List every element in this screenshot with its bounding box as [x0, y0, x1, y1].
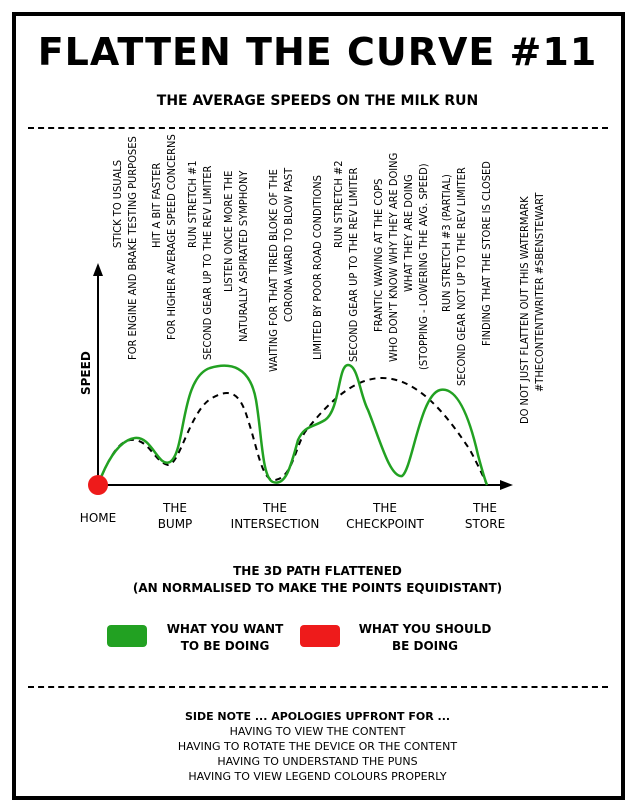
- annotation-5a: WAITING FOR THAT TIRED BLOKE OF THE: [267, 169, 280, 372]
- annotation-1a: STICK TO USUALS: [111, 160, 124, 248]
- annotation-11b: #THECONTENTWRITER #SBENSTEWART: [533, 192, 546, 392]
- checkpoint-store: THE STORE: [465, 501, 505, 531]
- svg-text:CHECKPOINT: CHECKPOINT: [346, 517, 424, 531]
- side-note-line-2: HAVING TO ROTATE THE DEVICE OR THE CONTE…: [177, 740, 458, 753]
- annotation-4b: NATURALLY ASPIRATED SYMPHONY: [237, 170, 250, 342]
- annotation-3b: SECOND GEAR UP TO THE REV LIMITER: [201, 165, 214, 360]
- annotation-7a: RUN STRETCH #2: [332, 160, 345, 248]
- series-want-line: [96, 363, 489, 486]
- svg-text:THE: THE: [372, 501, 397, 515]
- checkpoint-intersection: THE INTERSECTION: [231, 501, 320, 531]
- series-should-line: [97, 376, 488, 486]
- annotation-11a: DO NOT JUST FLATTEN OUT THIS WATERMARK: [518, 196, 531, 424]
- page-subtitle: THE AVERAGE SPEEDS ON THE MILK RUN: [156, 93, 479, 109]
- annotation-9b: SECOND GEAR NOT UP TO THE REV LIMITER: [455, 167, 468, 386]
- annotation-6a: LIMITED BY POOR ROAD CONDITIONS: [311, 175, 324, 360]
- annotation-4a: LISTEN ONCE MORE THE: [222, 171, 235, 292]
- bottom-divider: [28, 686, 608, 688]
- page-title: FLATTEN THE CURVE #11: [37, 30, 598, 74]
- comic-frame: [12, 12, 625, 800]
- speed-chart: SPEED HOME THE BUMP THE INTERSECTION THE CH…: [79, 134, 546, 531]
- y-axis-label: SPEED: [79, 351, 93, 395]
- annotation-1b: FOR ENGINE AND BRAKE TESTING PURPOSES: [126, 136, 139, 360]
- annotation-8a: FRANTIC WAVING AT THE COPS: [372, 179, 385, 332]
- flattened-note-line-2: (AN NORMALISED TO MAKE THE POINTS EQUIDI…: [132, 581, 503, 595]
- svg-text:THE: THE: [162, 501, 187, 515]
- side-note-line-4: HAVING TO VIEW LEGEND COLOURS PROPERLY: [188, 770, 447, 783]
- checkpoint-home: HOME: [80, 511, 116, 525]
- side-note: SIDE NOTE ... APOLOGIES UPFRONT FOR ... …: [0, 709, 635, 784]
- annotations: STICK TO USUALS FOR ENGINE AND BRAKE TES…: [111, 134, 546, 424]
- annotation-2b: FOR HIGHER AVERAGE SPEED CONCERNS: [165, 134, 178, 340]
- annotation-8c: WHAT THEY ARE DOING: [402, 174, 415, 292]
- flattened-note: THE 3D PATH FLATTENED (AN NORMALISED TO …: [0, 563, 635, 597]
- legend-label-should: WHAT YOU SHOULD BE DOING: [355, 621, 495, 655]
- annotation-8d: (STOPPING - LOWERING THE AVG. SPEED): [417, 163, 430, 370]
- home-marker: [88, 475, 108, 495]
- checkpoint-bump: THE BUMP: [158, 501, 193, 531]
- legend-want-line-1: WHAT YOU WANT: [166, 622, 284, 636]
- side-note-line-1: HAVING TO VIEW THE CONTENT: [229, 725, 406, 738]
- legend-should-line-1: WHAT YOU SHOULD: [358, 622, 492, 636]
- annotation-9a: RUN STRETCH #3 (PARTIAL): [440, 174, 453, 312]
- svg-text:THE: THE: [262, 501, 287, 515]
- x-axis-arrow: [500, 480, 513, 490]
- flattened-note-line-1: THE 3D PATH FLATTENED: [233, 564, 402, 578]
- side-note-heading: SIDE NOTE ... APOLOGIES UPFRONT FOR ...: [184, 710, 451, 723]
- svg-text:BUMP: BUMP: [158, 517, 193, 531]
- annotation-10a: FINDING THAT THE STORE IS CLOSED: [480, 161, 493, 346]
- y-axis-arrow: [93, 263, 103, 276]
- legend-label-want: WHAT YOU WANT TO BE DOING: [160, 621, 290, 655]
- svg-text:INTERSECTION: INTERSECTION: [231, 517, 320, 531]
- legend-should-line-2: BE DOING: [391, 639, 459, 653]
- top-divider: [28, 127, 608, 129]
- annotation-3a: RUN STRETCH #1: [186, 160, 199, 248]
- side-note-line-3: HAVING TO UNDERSTAND THE PUNS: [217, 755, 418, 768]
- annotation-2a: HIT A BIT FASTER: [150, 163, 163, 248]
- svg-text:THE: THE: [472, 501, 497, 515]
- svg-text:STORE: STORE: [465, 517, 505, 531]
- annotation-8b: WHO DON'T KNOW WHY THEY ARE DOING: [387, 153, 400, 362]
- checkpoint-checkpoint: THE CHECKPOINT: [346, 501, 424, 531]
- legend-swatch-red: [300, 625, 340, 647]
- legend-want-line-2: TO BE DOING: [180, 639, 270, 653]
- legend-swatch-green: [107, 625, 147, 647]
- annotation-7b: SECOND GEAR UP TO THE REV LIMITER: [347, 167, 360, 362]
- annotation-5b: CORONA WARD TO BLOW PAST: [282, 167, 295, 322]
